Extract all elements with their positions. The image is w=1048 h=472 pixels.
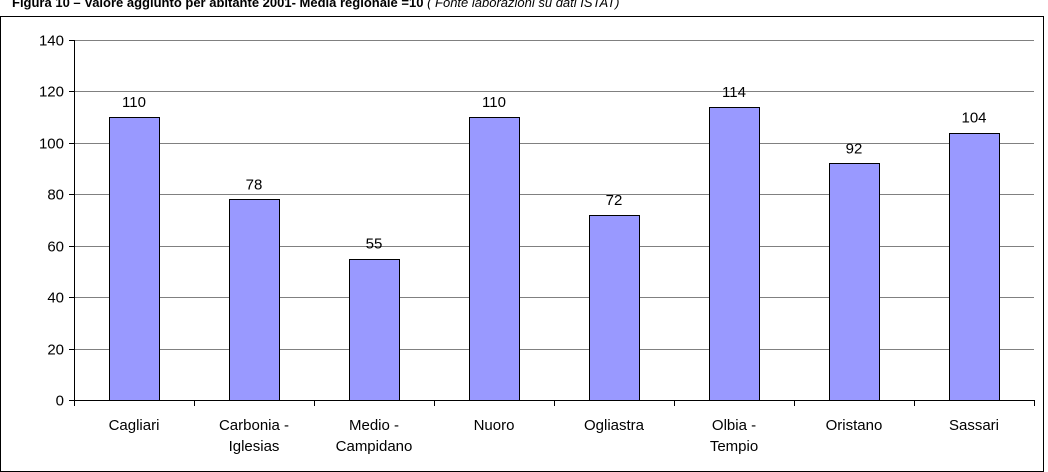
x-tick-label: Medio -Campidano	[336, 417, 413, 455]
chart-title-text: Figura 10 – Valore aggiunto per abitante…	[12, 0, 424, 10]
y-tick-label: 120	[39, 84, 64, 101]
x-tick-label: Sassari	[949, 417, 999, 434]
y-tick-label: 0	[56, 393, 64, 410]
y-tick-label: 140	[39, 33, 64, 50]
bar	[469, 117, 520, 401]
bar	[109, 117, 160, 401]
y-tick-label: 100	[39, 136, 64, 153]
y-tick-label: 60	[47, 239, 64, 256]
bar	[589, 215, 640, 401]
x-tick-label: Carbonia -Iglesias	[219, 417, 289, 455]
bar	[829, 163, 880, 401]
y-tick-label: 80	[47, 187, 64, 204]
x-tick-label: Ogliastra	[584, 417, 645, 434]
x-tick-label: Oristano	[826, 417, 883, 434]
y-tick-label: 20	[47, 342, 64, 359]
data-label: 72	[606, 192, 623, 209]
data-label: 110	[122, 94, 146, 111]
bar	[349, 259, 400, 401]
bar	[229, 199, 280, 401]
data-label: 110	[482, 94, 506, 111]
y-tick-label: 40	[47, 290, 64, 307]
bar	[949, 133, 1000, 401]
chart-title: Figura 10 – Valore aggiunto per abitante…	[12, 0, 620, 14]
data-label: 104	[961, 110, 986, 127]
data-label: 55	[366, 236, 383, 253]
bar	[709, 107, 760, 401]
x-tick-label: Cagliari	[109, 417, 160, 434]
data-label: 78	[246, 176, 263, 193]
data-label: 114	[722, 84, 746, 101]
x-tick-label: Nuoro	[474, 417, 515, 434]
chart-title-note: ( Fonte laborazioni su dati ISTAT)	[427, 0, 620, 10]
x-tick-label: Olbia -Tempio	[710, 417, 758, 455]
data-label: 92	[846, 140, 863, 157]
